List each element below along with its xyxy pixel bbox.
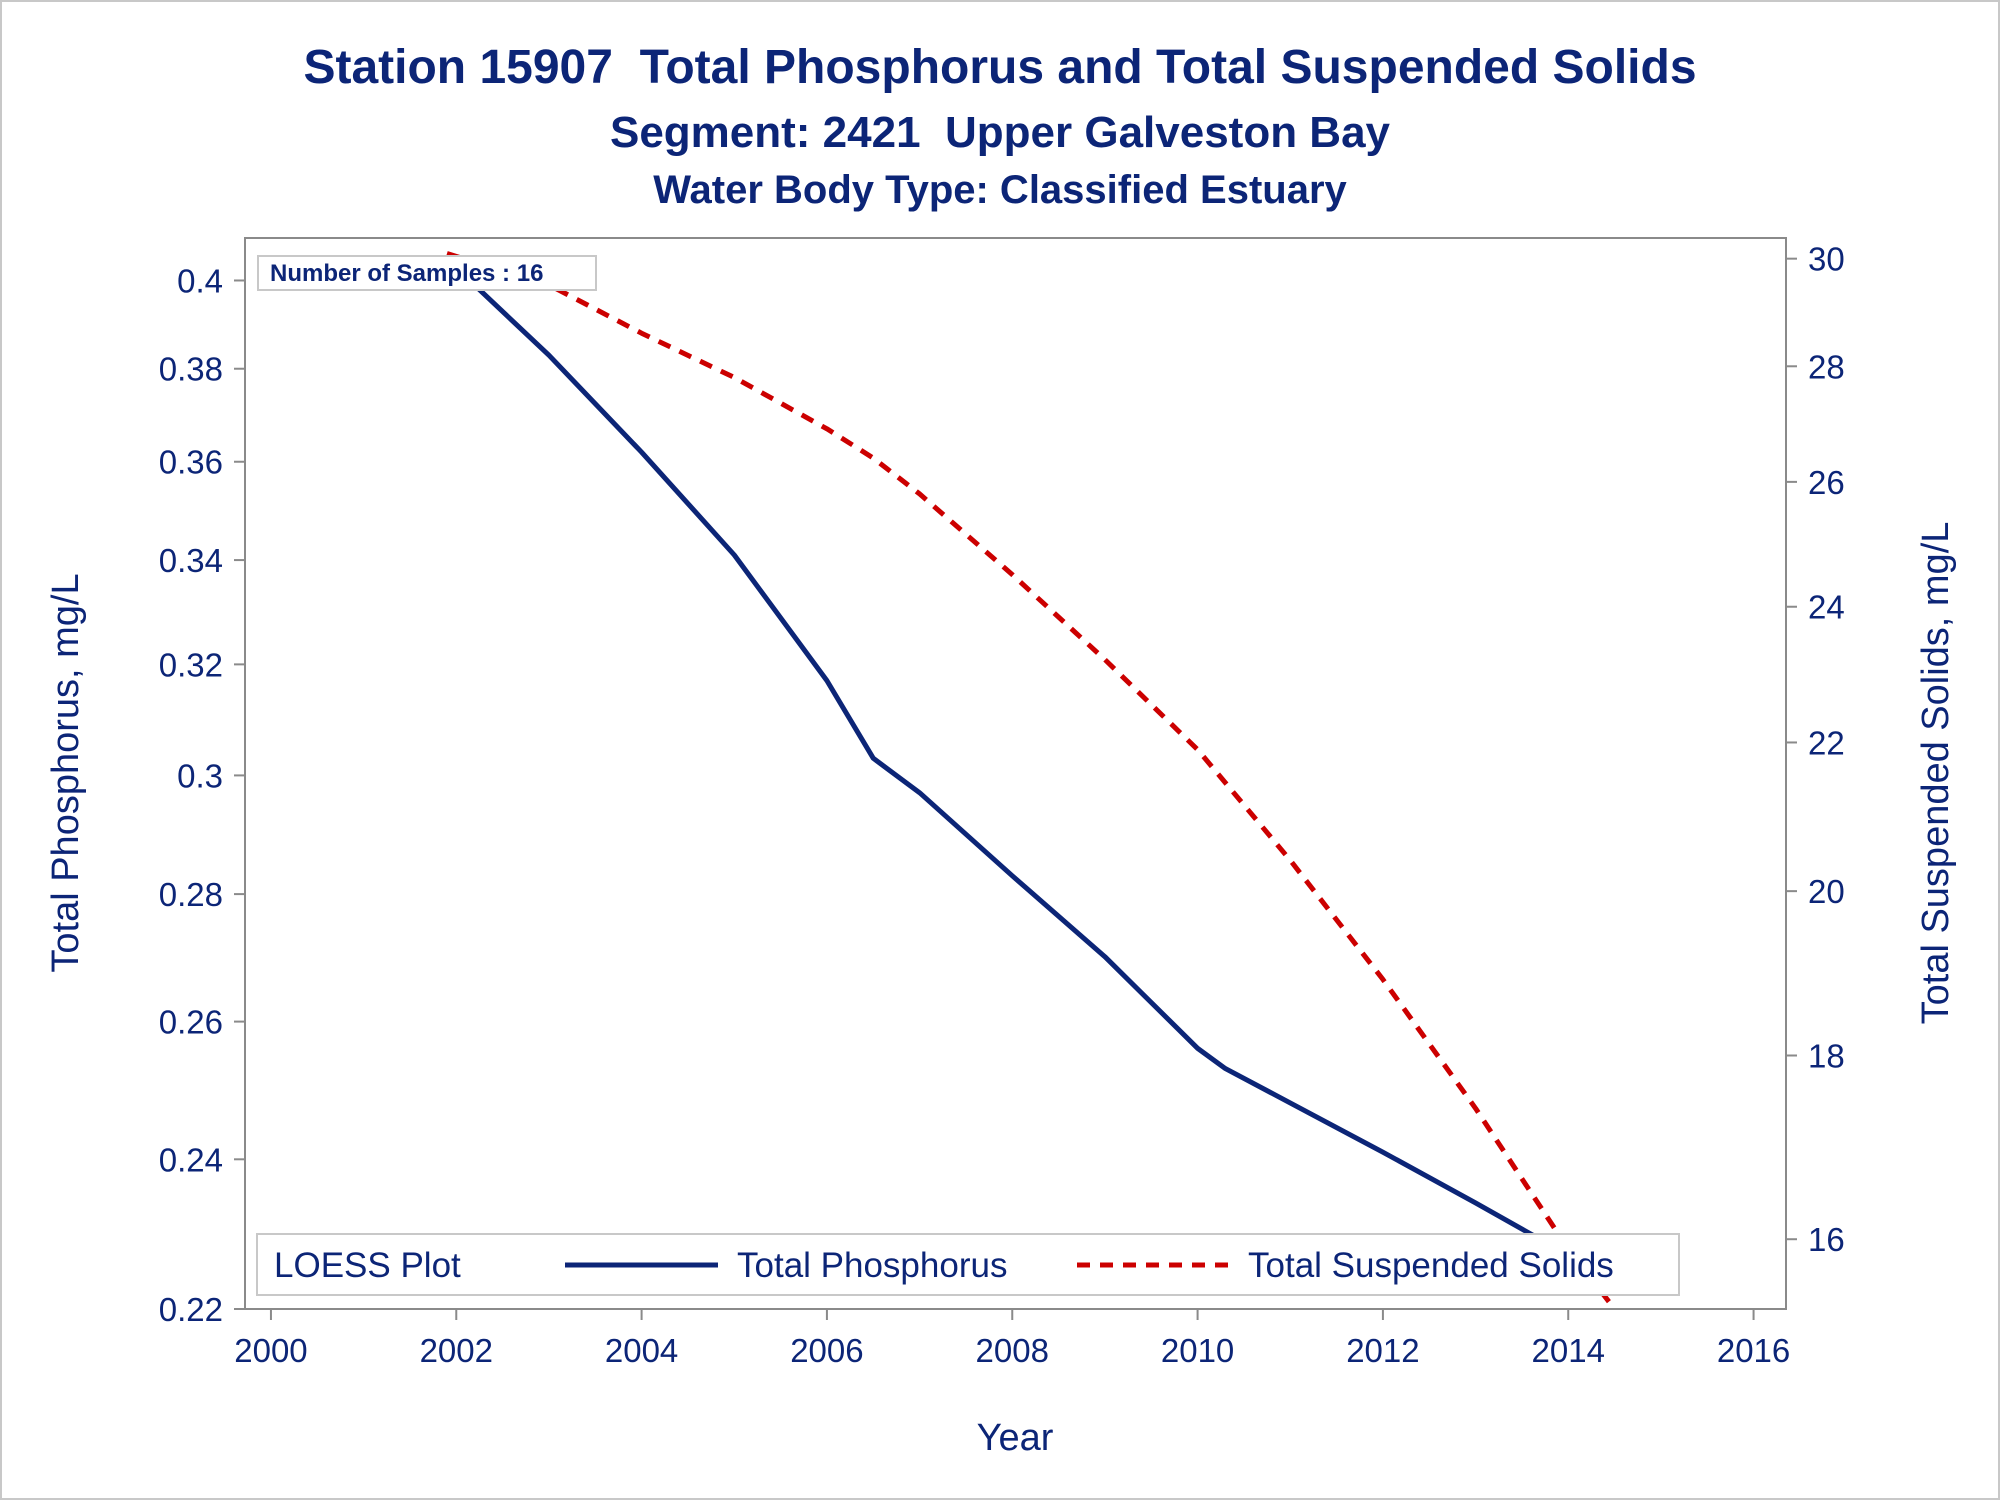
y-axis-left: 0.22 0.24 0.26 0.28 0.3 0.32 0.34 0.36 0.38 0.4 — [159, 262, 245, 1328]
x-tick-label-2010: 2010 — [1161, 1332, 1234, 1369]
series-layer — [445, 251, 1617, 1311]
y2-axis-label: Total Suspended Solids, mg/L — [1915, 522, 1957, 1025]
y-tick-label-0.4: 0.4 — [177, 262, 223, 299]
series-line-total-phosphorus — [445, 257, 1616, 1281]
y2-tick-label-16: 16 — [1808, 1221, 1845, 1258]
sample-count-text: Number of Samples : 16 — [270, 260, 543, 287]
legend-frame — [256, 1233, 1680, 1296]
y2-tick-label-20: 20 — [1808, 873, 1845, 910]
x-tick-label-2006: 2006 — [790, 1332, 863, 1369]
x-tick-label-2008: 2008 — [976, 1332, 1049, 1369]
y2-tick-label-30: 30 — [1808, 241, 1845, 278]
x-axis: 2000 2002 2004 2006 2008 2010 2012 2014 2016 — [234, 1309, 1790, 1369]
x-tick-label-2012: 2012 — [1346, 1332, 1419, 1369]
y2-tick-label-24: 24 — [1808, 589, 1845, 626]
y-tick-label-0.36: 0.36 — [159, 444, 223, 481]
legend: LOESS Plot Total Phosphorus Total Suspen… — [256, 1233, 1680, 1296]
y-tick-label-0.38: 0.38 — [159, 351, 223, 388]
y-tick-label-0.32: 0.32 — [159, 646, 223, 683]
chart-subtitle-2: Water Body Type: Classified Estuary — [653, 168, 1347, 212]
y2-tick-label-28: 28 — [1808, 348, 1845, 385]
x-tick-label-2002: 2002 — [420, 1332, 493, 1369]
y2-tick-label-18: 18 — [1808, 1037, 1845, 1074]
series-line-total-suspended-solids — [446, 251, 1617, 1311]
legend-label-total-phosphorus: Total Phosphorus — [737, 1246, 1007, 1285]
y-tick-label-0.24: 0.24 — [159, 1141, 223, 1178]
chart-subtitle: Segment: 2421 Upper Galveston Bay — [609, 108, 1391, 157]
plot-area — [244, 237, 1787, 1310]
chart-title: Station 15907 Total Phosphorus and Total… — [303, 41, 1697, 94]
x-tick-label-2014: 2014 — [1532, 1332, 1605, 1369]
y-axis-label: Total Phosphorus, mg/L — [45, 573, 87, 972]
x-tick-label-2016: 2016 — [1717, 1332, 1790, 1369]
y-axis-right: 16 18 20 22 24 26 28 30 — [1786, 241, 1845, 1258]
legend-label-total-suspended-solids: Total Suspended Solids — [1248, 1246, 1614, 1285]
x-tick-label-2000: 2000 — [234, 1332, 307, 1369]
y-tick-label-0.22: 0.22 — [159, 1291, 223, 1328]
x-tick-label-2004: 2004 — [605, 1332, 678, 1369]
legend-title: LOESS Plot — [274, 1246, 461, 1285]
y-tick-label-0.34: 0.34 — [159, 542, 223, 579]
y-tick-label-0.3: 0.3 — [177, 757, 223, 794]
sample-count-box: Number of Samples : 16 — [257, 255, 597, 291]
x-axis-label: Year — [977, 1417, 1054, 1459]
y2-tick-label-26: 26 — [1808, 464, 1845, 501]
y-tick-label-0.26: 0.26 — [159, 1004, 223, 1041]
y2-tick-label-22: 22 — [1808, 724, 1845, 761]
sample-count-frame — [257, 255, 597, 291]
y-tick-label-0.28: 0.28 — [159, 876, 223, 913]
